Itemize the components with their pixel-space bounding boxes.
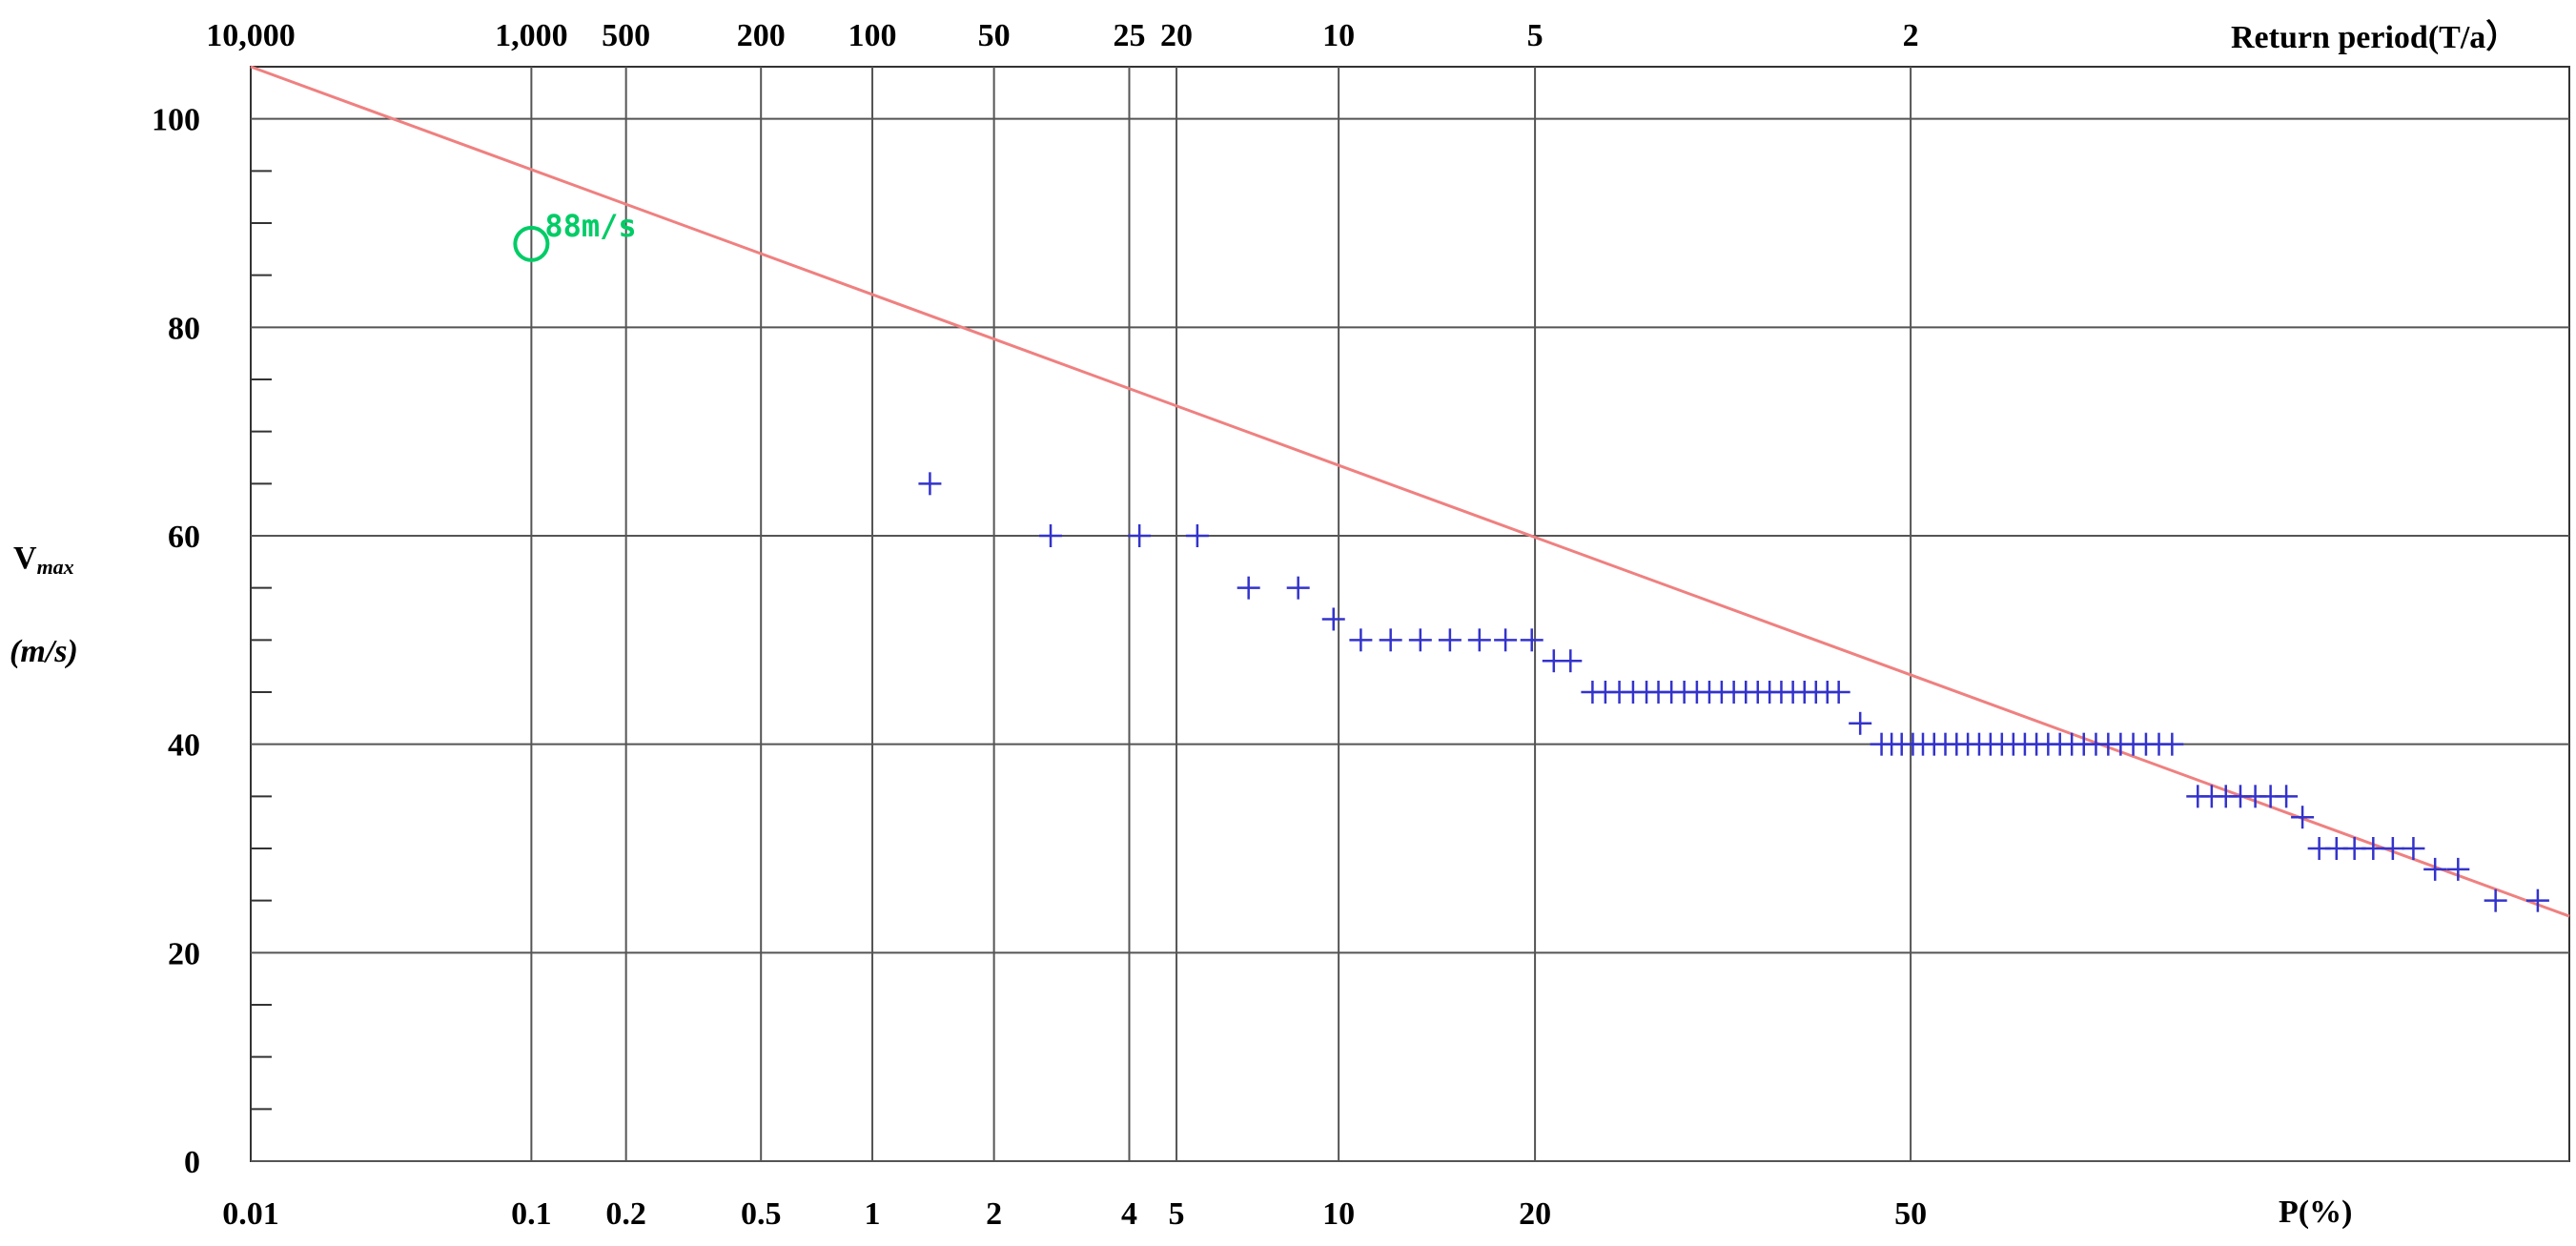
x-axis-title: P(%) (2279, 1195, 2352, 1230)
data-point (1520, 628, 1544, 652)
data-point (1467, 628, 1491, 652)
x-tick-label: 2 (986, 1196, 1002, 1232)
y-axis-title-subscript: max (37, 555, 74, 579)
data-point (1438, 628, 1462, 652)
y-tick-label: 40 (168, 728, 200, 764)
x-tick-label: 10 (1322, 1196, 1355, 1232)
top-tick-label: 100 (848, 18, 896, 53)
y-tick-label: 0 (184, 1145, 200, 1180)
data-point (1128, 524, 1152, 547)
annotation-marker (513, 225, 550, 262)
data-point (1185, 524, 1209, 547)
data-point (1321, 607, 1345, 631)
axis-labels: P(%) Return period(T/a） Vmax (m/s) (10, 18, 2518, 1230)
y-axis-title: Vmax (13, 541, 74, 579)
data-point (2402, 837, 2425, 860)
x-tick-label: 0.01 (222, 1196, 279, 1232)
data-point (918, 472, 942, 496)
data-point (1349, 628, 1373, 652)
y-axis-unit: (m/s) (10, 634, 78, 669)
fit-line (250, 65, 2570, 918)
y-tick-label: 60 (168, 520, 200, 555)
x-tick-label: 50 (1894, 1196, 1927, 1232)
y-axis-title-main: V (13, 541, 37, 576)
data-point (2484, 889, 2507, 912)
x-tick-label: 0.1 (511, 1196, 552, 1232)
data-point (2381, 837, 2404, 860)
y-tick-label: 100 (152, 103, 200, 138)
fit-line-layer (250, 65, 2570, 918)
data-point (1039, 524, 1063, 547)
annotation-label: 88m/s (544, 208, 636, 244)
data-point (2275, 785, 2299, 808)
top-tick-label: 500 (602, 18, 650, 53)
top-tick-label: 25 (1113, 18, 1145, 53)
data-point (2160, 732, 2184, 756)
top-tick-label: 200 (737, 18, 786, 53)
data-point (2361, 837, 2385, 860)
top-tick-label: 10 (1322, 18, 1355, 53)
data-point (2525, 889, 2549, 912)
top-tick-label: 5 (1527, 18, 1544, 53)
y-tick-label: 80 (168, 311, 200, 346)
top-tick-label: 50 (978, 18, 1011, 53)
x-tick-label: 0.2 (605, 1196, 646, 1232)
data-point (1494, 628, 1518, 652)
data-point (1379, 628, 1402, 652)
x-tick-label: 1 (864, 1196, 880, 1232)
top-axis-title: Return period(T/a） (2231, 18, 2518, 55)
x-tick-label: 0.5 (741, 1196, 782, 1232)
x-tick-label: 5 (1169, 1196, 1185, 1232)
annotation-layer: 88m/s (513, 208, 637, 262)
data-point (2291, 806, 2315, 829)
data-points (918, 472, 2549, 912)
data-point (2446, 857, 2470, 881)
data-point (1827, 681, 1850, 704)
top-tick-label: 20 (1160, 18, 1193, 53)
y-tick-label: 20 (168, 936, 200, 971)
data-point (2423, 857, 2447, 881)
data-point (1408, 628, 1432, 652)
x-tick-label: 4 (1121, 1196, 1137, 1232)
top-tick-label: 2 (1903, 18, 1919, 53)
data-point (1286, 576, 1310, 600)
x-tick-label: 20 (1519, 1196, 1551, 1232)
top-tick-label: 10,000 (206, 18, 296, 53)
top-tick-label: 1,000 (495, 18, 568, 53)
data-point (1849, 711, 1872, 735)
data-point (1237, 576, 1260, 600)
data-point (1559, 649, 1583, 673)
